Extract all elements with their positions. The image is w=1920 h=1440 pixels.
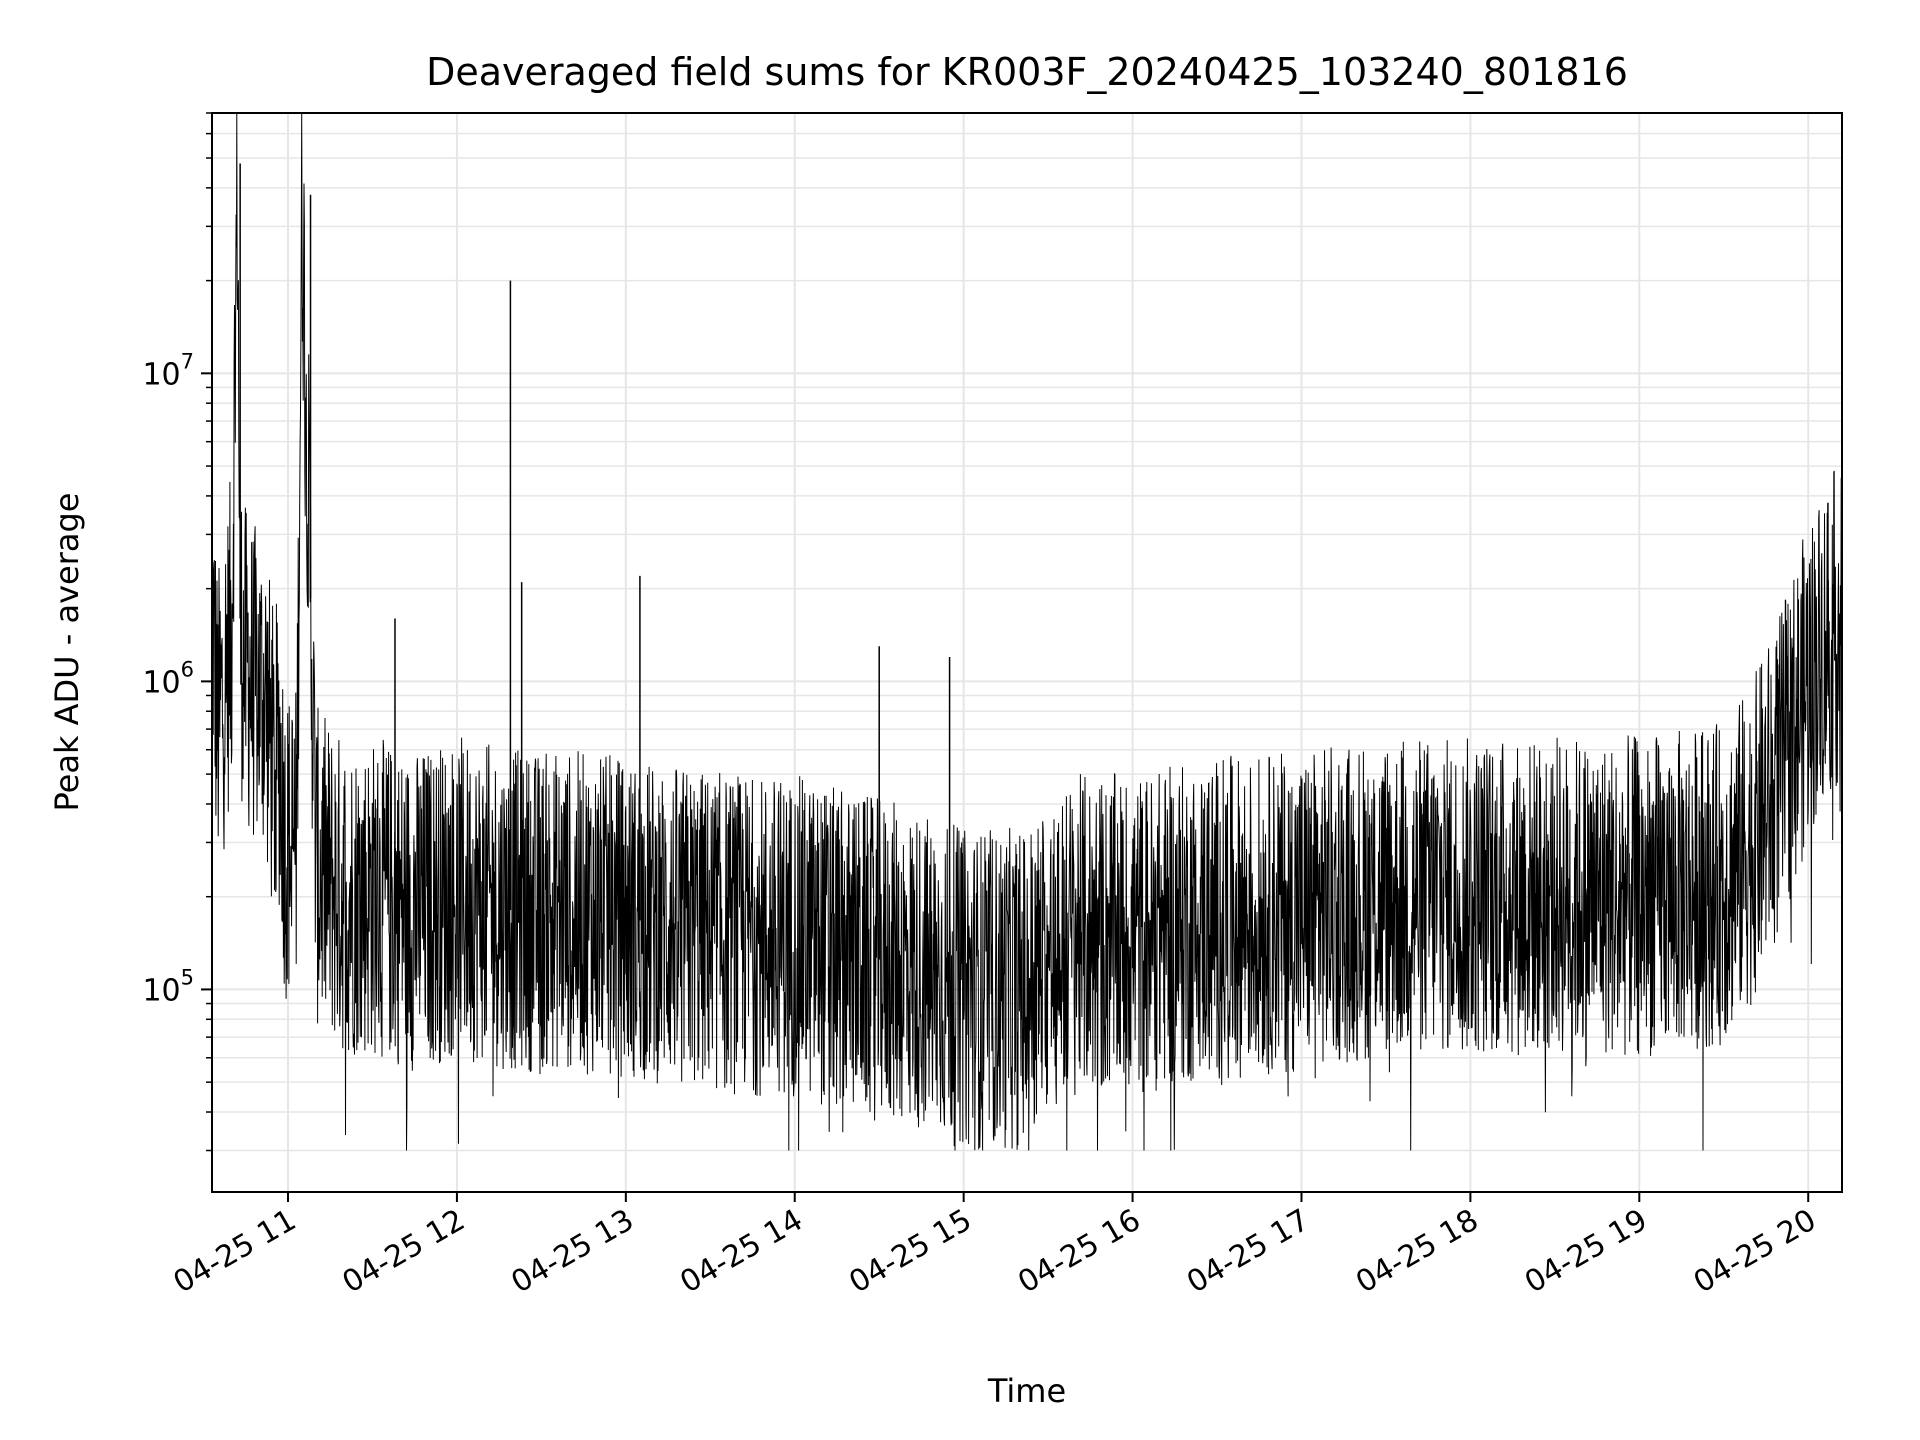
y-tick-base: 10 <box>142 665 180 700</box>
y-tick-exponent: 5 <box>181 965 194 989</box>
y-axis-label: Peak ADU - average <box>48 493 86 812</box>
y-tick-exponent: 7 <box>181 349 194 373</box>
x-axis-label: Time <box>987 1372 1066 1410</box>
data-series <box>211 112 1843 1151</box>
y-tick-base: 10 <box>142 973 180 1008</box>
series-line <box>211 112 1843 1151</box>
y-tick-label: 105 <box>142 965 194 1008</box>
y-tick-exponent: 6 <box>181 657 194 681</box>
plot-frame <box>211 112 1843 1193</box>
y-tick-base: 10 <box>142 357 180 392</box>
y-tick-label: 106 <box>142 657 194 700</box>
chart-title: Deaveraged field sums for KR003F_2024042… <box>426 50 1628 94</box>
y-tick-label: 107 <box>142 349 194 392</box>
